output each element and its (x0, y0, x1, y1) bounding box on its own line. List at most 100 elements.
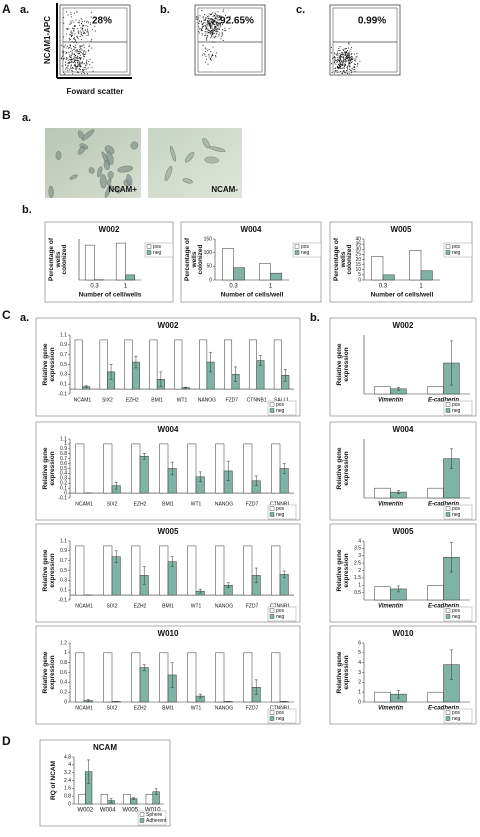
event-dot (67, 14, 68, 15)
event-dot (76, 36, 77, 37)
event-dot (203, 26, 204, 27)
bar (272, 546, 280, 595)
event-dot (218, 27, 219, 28)
event-dot (348, 42, 349, 43)
x-tick-label: WT1 (177, 397, 188, 403)
event-dot (86, 35, 87, 36)
event-dot (354, 60, 355, 61)
y-tick-label: 0 (358, 699, 361, 705)
event-dot (79, 49, 80, 50)
event-dot (78, 31, 79, 32)
event-dot (350, 59, 351, 60)
y-tick-label: 0 (68, 801, 71, 807)
event-dot (81, 62, 82, 63)
event-dot (343, 57, 344, 58)
event-dot (219, 29, 220, 30)
event-dot (69, 38, 70, 39)
event-dot (341, 52, 342, 53)
event-dot (80, 36, 81, 37)
y-tick-label: 0.9 (60, 548, 67, 554)
y-tick-label: 0.3 (60, 372, 67, 378)
gate-percent: 0.99% (358, 16, 386, 27)
event-dot (91, 39, 92, 40)
event-dot (70, 45, 71, 46)
bar (175, 340, 182, 389)
x-tick-label: NANOG (215, 501, 233, 507)
event-dot (87, 21, 88, 22)
event-dot (205, 56, 206, 57)
event-dot (68, 28, 69, 29)
event-dot (77, 63, 78, 64)
legend-label: neg (452, 250, 461, 256)
event-dot (72, 50, 73, 51)
event-dot (210, 51, 211, 52)
x-tick-label: NCAM1 (74, 397, 92, 403)
event-dot (343, 67, 344, 68)
event-dot (338, 50, 339, 51)
event-dot (207, 32, 208, 33)
bar (375, 488, 391, 498)
chart-title: W002 (158, 321, 179, 330)
x-tick-label: NCAM1 (75, 603, 93, 609)
event-dot (349, 59, 350, 60)
event-dot (337, 67, 338, 68)
event-dot (345, 57, 346, 58)
event-dot (80, 27, 81, 28)
legend-swatch (270, 513, 274, 517)
event-dot (210, 28, 211, 29)
event-dot (73, 46, 74, 47)
event-dot (217, 31, 218, 32)
event-dot (204, 14, 205, 15)
event-dot (84, 47, 85, 48)
event-dot (206, 37, 207, 38)
event-dot (214, 20, 215, 21)
event-dot (346, 61, 347, 62)
bar (216, 653, 224, 702)
x-tick-label: SIX2 (102, 397, 113, 403)
y-tick-label: 30 (355, 247, 361, 253)
event-dot (74, 53, 75, 54)
event-dot (92, 29, 93, 30)
event-dot (202, 34, 203, 35)
bar (428, 488, 444, 498)
legend-swatch (295, 245, 299, 249)
legend-swatch (446, 409, 450, 413)
event-dot (210, 37, 211, 38)
event-dot (343, 70, 344, 71)
event-dot (211, 27, 212, 28)
x-tick-label: NANOG (215, 705, 233, 711)
y-axis-label: Relative gene expression (333, 538, 355, 603)
event-dot (82, 53, 83, 54)
event-dot (77, 60, 78, 61)
y-axis-label-group: Relative gene expression (39, 436, 61, 501)
y-tick-label: 4 (68, 762, 71, 768)
event-dot (210, 59, 211, 60)
event-dot (212, 55, 213, 56)
event-dot (69, 59, 70, 60)
y-tick-label: 2.4 (64, 778, 71, 784)
legend-swatch (446, 245, 450, 249)
event-dot (74, 65, 75, 66)
event-dot (73, 68, 74, 69)
event-dot (216, 33, 217, 34)
event-dot (334, 61, 335, 62)
bar (116, 243, 125, 280)
event-dot (76, 51, 77, 52)
event-dot (84, 56, 85, 57)
event-dot (205, 51, 206, 52)
event-dot (353, 59, 354, 60)
x-tick-label: Vimentin (378, 398, 403, 404)
y-axis-label-group: Relative gene expression (39, 640, 61, 705)
event-dot (203, 19, 204, 20)
y-tick-label: 2 (358, 568, 361, 574)
event-dot (344, 61, 345, 62)
event-dot (85, 30, 86, 31)
event-dot (73, 38, 74, 39)
event-dot (216, 28, 217, 29)
event-dot (351, 54, 352, 55)
y-tick-label: 1 (64, 650, 67, 656)
event-dot (215, 14, 216, 15)
event-dot (212, 12, 213, 13)
event-dot (90, 22, 91, 23)
x-tick-label: NCAM1 (75, 705, 93, 711)
